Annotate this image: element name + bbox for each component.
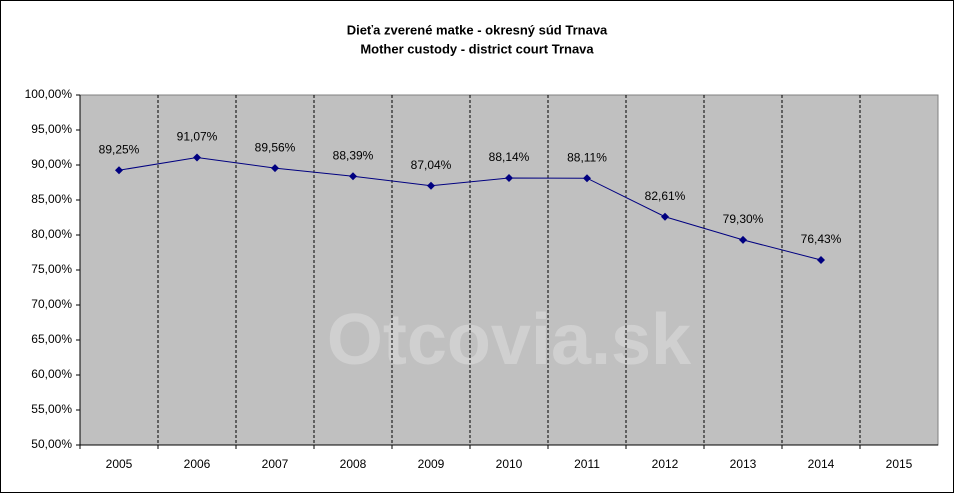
y-tick-label: 80,00% xyxy=(31,227,72,241)
data-label: 82,61% xyxy=(645,189,686,203)
data-label: 89,56% xyxy=(255,140,296,154)
watermark: Otcovia.sk xyxy=(327,300,692,380)
y-tick-label: 100,00% xyxy=(25,87,73,101)
data-point xyxy=(661,212,669,221)
y-tick-label: 75,00% xyxy=(31,262,72,276)
data-label: 79,30% xyxy=(723,212,764,226)
y-tick-label: 90,00% xyxy=(31,157,72,171)
y-tick-label: 65,00% xyxy=(31,332,72,346)
data-point xyxy=(739,235,747,244)
y-tick-label: 70,00% xyxy=(31,297,72,311)
x-tick-label: 2006 xyxy=(184,457,211,471)
y-tick-label: 55,00% xyxy=(31,402,72,416)
series-line xyxy=(118,157,822,261)
x-tick-label: 2007 xyxy=(262,457,289,471)
data-label: 88,11% xyxy=(567,150,607,164)
y-tick-label: 95,00% xyxy=(31,122,72,136)
data-point xyxy=(115,166,123,175)
x-tick-label: 2013 xyxy=(730,457,757,471)
x-tick-label: 2005 xyxy=(106,457,133,471)
x-tick-label: 2015 xyxy=(886,457,913,471)
data-point xyxy=(817,255,825,264)
data-point xyxy=(271,164,279,173)
x-tick-label: 2009 xyxy=(418,457,445,471)
y-tick-label: 50,00% xyxy=(31,437,72,451)
y-tick-label: 60,00% xyxy=(31,367,72,381)
data-label: 76,43% xyxy=(801,232,842,246)
x-tick-label: 2012 xyxy=(652,457,679,471)
x-tick-label: 2008 xyxy=(340,457,367,471)
plot-background xyxy=(79,94,939,446)
x-tick-label: 2011 xyxy=(574,457,600,471)
x-tick-label: 2014 xyxy=(808,457,835,471)
data-label: 91,07% xyxy=(177,130,218,144)
data-point xyxy=(583,174,591,183)
data-label: 88,39% xyxy=(333,148,374,162)
data-point xyxy=(349,172,357,181)
data-point xyxy=(505,174,513,183)
chart-title: Dieťa zverené matke - okresný súd Trnava xyxy=(347,22,608,37)
data-label: 88,14% xyxy=(489,150,530,164)
data-point xyxy=(427,181,435,190)
x-tick-label: 2010 xyxy=(496,457,523,471)
chart-subtitle: Mother custody - district court Trnava xyxy=(360,41,594,56)
data-label: 87,04% xyxy=(411,158,452,172)
y-tick-label: 85,00% xyxy=(31,192,72,206)
data-point xyxy=(193,153,201,162)
data-label: 89,25% xyxy=(99,142,140,156)
